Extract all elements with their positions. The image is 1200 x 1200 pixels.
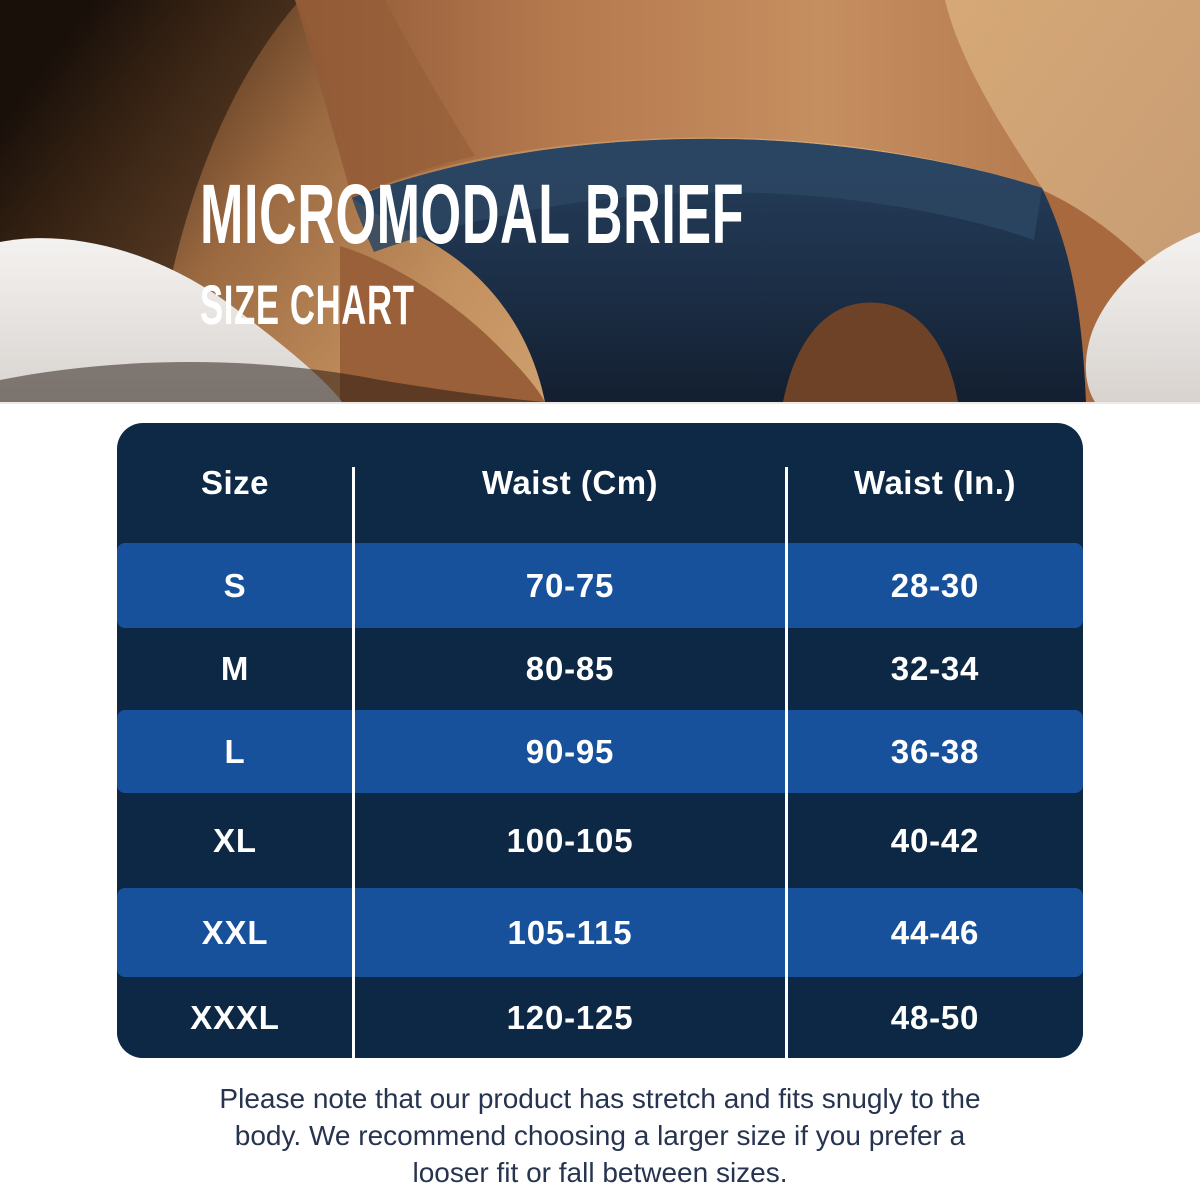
note-text: Please note that our product has stretch… — [90, 1080, 1110, 1192]
table-row: XXL 105-115 44-46 — [117, 888, 1083, 977]
product-title: MICROMODAL BRIEF — [200, 167, 745, 261]
size-chart-label: SIZE CHART — [200, 273, 415, 337]
hero-photo-illustration — [0, 0, 1200, 402]
waist-cm-cell: 105-115 — [507, 913, 633, 951]
note-line: Please note that our product has stretch… — [219, 1083, 981, 1114]
table-row: S 70-75 28-30 — [117, 543, 1083, 628]
waist-cm-cell: 90-95 — [525, 732, 615, 770]
table-row: L 90-95 36-38 — [117, 710, 1083, 793]
table-row: M 80-85 32-34 — [117, 628, 1083, 710]
note-line: looser fit or fall between sizes. — [412, 1157, 788, 1189]
waist-in-cell: 48-50 — [890, 998, 980, 1036]
waist-in-cell: 44-46 — [890, 913, 980, 951]
size-cell: S — [223, 566, 247, 604]
header-cell-waist-cm: Waist (Cm) — [481, 464, 659, 501]
waist-cm-cell: 100-105 — [506, 821, 634, 859]
size-table: Size Waist (Cm) Waist (In.) S 70-75 28-3… — [117, 423, 1083, 1058]
size-cell: XXL — [201, 913, 269, 951]
waist-cm-cell: 70-75 — [525, 566, 615, 604]
header-cell-size: Size — [200, 464, 270, 501]
table-row: XXXL 120-125 48-50 — [117, 977, 1083, 1058]
size-cell: M — [220, 650, 250, 687]
waist-in-cell: 32-34 — [890, 650, 980, 687]
table-row: XL 100-105 40-42 — [117, 793, 1083, 888]
size-cell: L — [224, 732, 246, 770]
size-cell: XL — [213, 821, 257, 859]
hero-text-block: MICROMODAL BRIEF SIZE CHART — [200, 167, 1078, 337]
waist-in-cell: 28-30 — [890, 566, 980, 604]
waist-in-cell: 40-42 — [890, 821, 980, 859]
size-cell: XXXL — [190, 998, 280, 1036]
waist-cm-cell: 120-125 — [506, 998, 634, 1036]
column-divider — [785, 467, 788, 1058]
waist-in-cell: 36-38 — [890, 732, 980, 770]
note-line: body. We recommend choosing a larger siz… — [234, 1120, 966, 1152]
waist-cm-cell: 80-85 — [525, 650, 615, 687]
table-header-row: Size Waist (Cm) Waist (In.) — [117, 423, 1083, 543]
column-divider — [352, 467, 355, 1058]
hero-image: MICROMODAL BRIEF SIZE CHART — [0, 0, 1200, 404]
header-cell-waist-in: Waist (In.) — [854, 464, 1016, 501]
